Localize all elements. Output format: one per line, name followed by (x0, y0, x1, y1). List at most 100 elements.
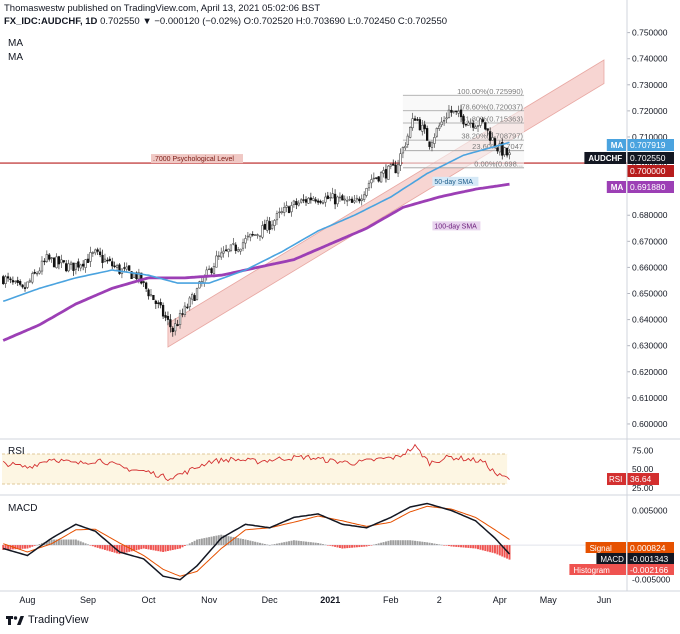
candle-body (11, 280, 15, 283)
candles (2, 104, 511, 337)
macd-hist-bar (135, 545, 138, 551)
macd-hist-bar (401, 540, 404, 546)
macd-hist-bar (212, 536, 215, 546)
candle-body (234, 244, 237, 251)
price-badge-value: 0.702550 (630, 153, 666, 163)
macd-badge-name: MACD (600, 555, 624, 564)
rsi-tick-label: 75.00 (632, 445, 654, 455)
macd-hist-bar (120, 545, 123, 554)
macd-hist-bar (460, 545, 463, 548)
macd-hist-bar (305, 541, 307, 546)
macd-hist-bar (501, 545, 504, 557)
macd-hist-bar (351, 545, 354, 548)
ma-indicator-label-2[interactable]: MA (8, 52, 23, 63)
candle-body (401, 147, 405, 154)
macd-hist-bar (365, 545, 368, 547)
macd-hist-bar (50, 539, 53, 546)
candle-body (353, 200, 356, 203)
candle-body (295, 201, 298, 206)
macd-hist-bar (479, 545, 482, 550)
candle-body (227, 248, 230, 253)
candle-body (239, 248, 242, 252)
chart-svg[interactable]: 0.600000 0.610000 0.620000 0.630000 0.640000… (0, 0, 680, 612)
macd-hist-bar (377, 543, 380, 546)
macd-tick-label: 0.005000 (632, 505, 668, 515)
macd-badge-value-bg (627, 553, 674, 564)
macd-hist-bar (237, 538, 240, 546)
macd-hist-bar (431, 543, 433, 546)
macd-hist-bar (440, 544, 443, 546)
macd-hist-bar (336, 545, 339, 548)
macd-hist-bar (60, 539, 63, 546)
candle-body (459, 109, 463, 118)
macd-hist-bar (57, 539, 60, 546)
candle-body (16, 280, 19, 283)
macd-hist-bar (142, 545, 145, 549)
macd-hist-bar (278, 543, 281, 546)
candle-body (430, 142, 434, 148)
candle-body (411, 118, 414, 129)
price-tick-label: 0.600000 (632, 419, 668, 429)
ma-indicator-label-1[interactable]: MA (8, 38, 23, 49)
time-axis: Aug Sep Oct Nov Dec 2021 Feb 2 Apr May Jun (0, 0, 680, 605)
candle-body (462, 115, 465, 125)
macd-hist-bar (358, 545, 361, 548)
macd-hist-bar (443, 545, 446, 546)
time-tick-label: Oct (142, 595, 157, 605)
candle-body (481, 119, 485, 122)
macd-hist-bar (215, 535, 218, 546)
candle-body (14, 280, 17, 283)
sma50-label-bg (432, 176, 479, 186)
macd-hist-bar (84, 543, 87, 546)
macd-hist-bar (176, 545, 179, 550)
candle-body (343, 198, 346, 201)
candle-body (440, 121, 443, 126)
price-tick-label: 0.610000 (632, 393, 668, 403)
macd-hist-bar (147, 545, 150, 550)
candle-body (472, 122, 475, 128)
candle-body (508, 152, 511, 155)
macd-badge-value: -0.002166 (630, 565, 669, 575)
candle-body (435, 128, 438, 137)
price-badge-value-bg (627, 165, 674, 177)
tradingview-brand: TradingView (28, 614, 89, 626)
candle-body (457, 110, 460, 114)
macd-hist-bar (123, 545, 126, 553)
support-label: .7000 Psychological Level (153, 156, 234, 163)
tradingview-footer[interactable]: TradingView (6, 614, 89, 626)
candle-body (89, 252, 92, 262)
candle-body (505, 147, 509, 156)
macd-hist-bar (317, 543, 320, 546)
macd-hist-bar (242, 539, 245, 546)
macd-hist-bar (409, 540, 412, 546)
macd-hist-bar (435, 543, 438, 546)
candle-body (360, 198, 363, 201)
support-label-bg (151, 154, 243, 164)
candle-body (263, 223, 266, 230)
macd-tick-label: -0.005000 (632, 575, 671, 585)
candle-body (188, 297, 191, 308)
candle-body (491, 137, 494, 141)
macd-hist-bar (62, 539, 65, 546)
macd-title: MACD (8, 503, 37, 514)
macd-hist-bar (353, 545, 356, 548)
macd-hist-bar (324, 544, 327, 546)
price-tick-label: 0.620000 (632, 367, 668, 377)
candle-body (98, 251, 102, 256)
macd-hist-bar (300, 541, 303, 546)
macd-badge-name: Histogram (573, 566, 610, 575)
price-tick-label: 0.740000 (632, 54, 668, 64)
candle-body (270, 224, 274, 229)
candle-body (86, 258, 90, 263)
candle-body (74, 262, 78, 270)
candle-body (191, 293, 194, 300)
macd-signal-line (3, 505, 510, 577)
candle-body (392, 163, 395, 166)
price-badge-name: AUDCHF (588, 154, 622, 163)
candle-body (375, 177, 378, 179)
candle-body (142, 281, 145, 283)
candle-body (336, 196, 339, 205)
macd-hist-bar (152, 545, 155, 551)
candle-body (181, 313, 184, 315)
candle-body (314, 199, 317, 202)
